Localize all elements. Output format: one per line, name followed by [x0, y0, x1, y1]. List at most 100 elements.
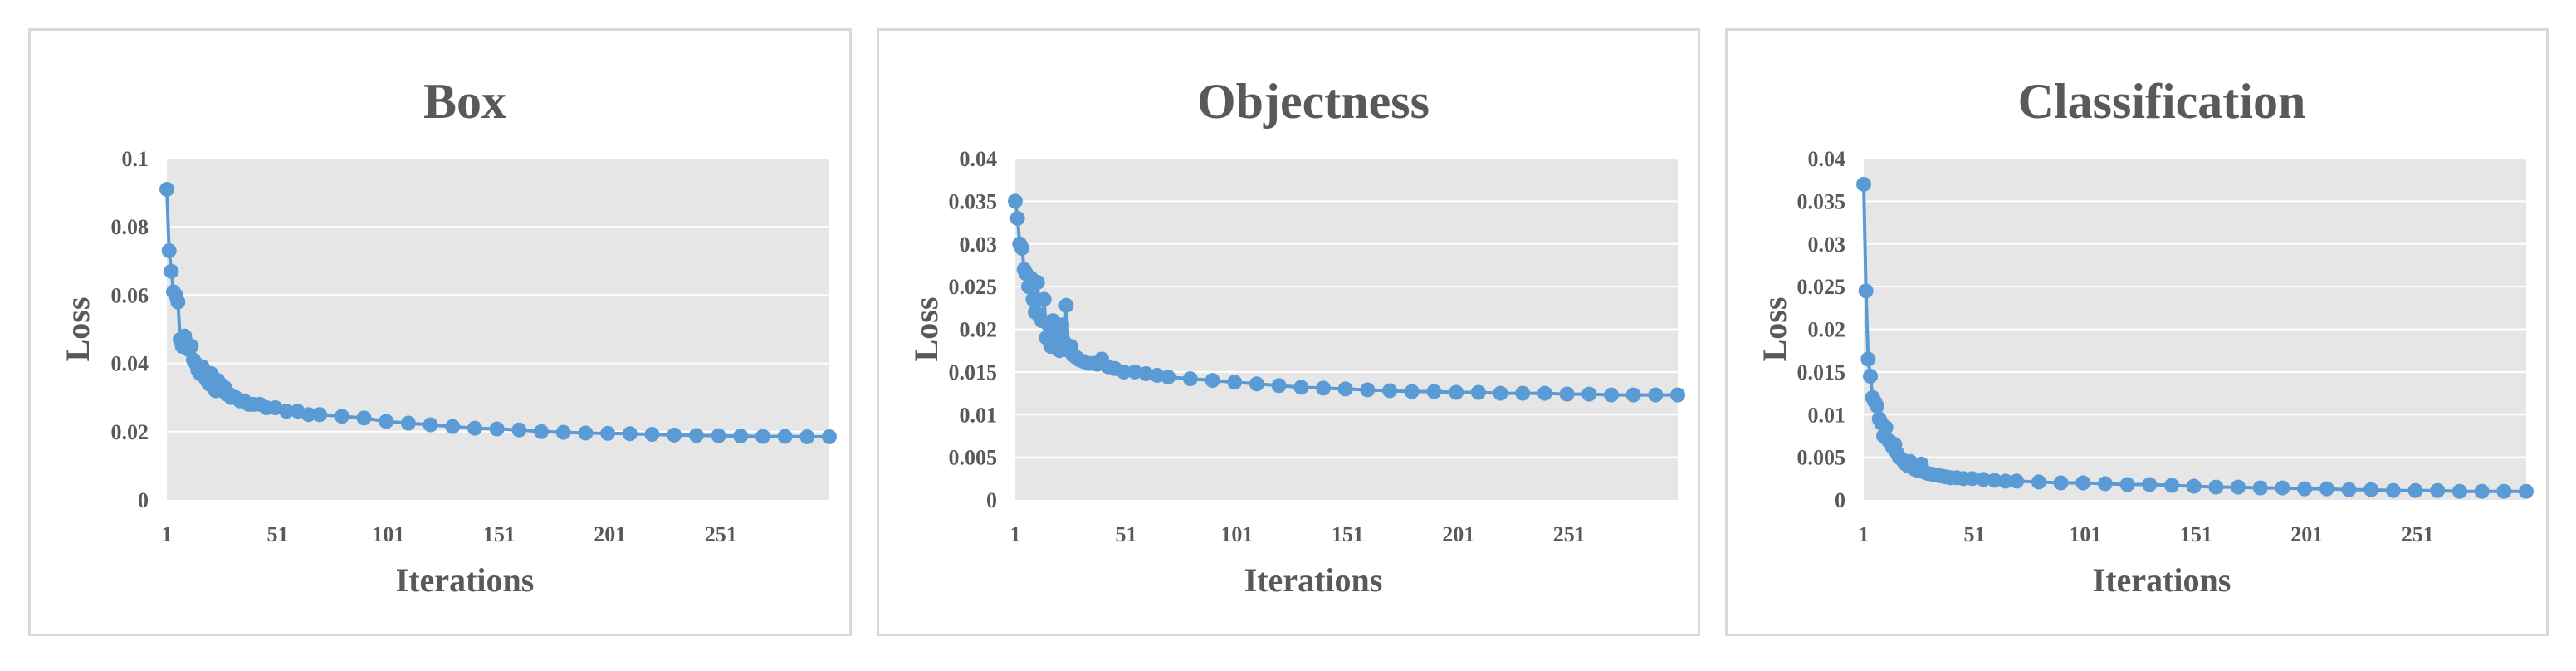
x-tick-label: 251: [705, 522, 737, 546]
x-tick-label: 1: [1859, 522, 1870, 546]
x-tick-label: 151: [1332, 522, 1364, 546]
data-point: [1515, 385, 1531, 401]
data-point: [1493, 385, 1508, 401]
x-tick-label: 101: [1220, 522, 1253, 546]
data-point: [1878, 419, 1894, 435]
x-tick-label: 201: [594, 522, 626, 546]
data-point: [578, 425, 594, 441]
y-tick-label: 0: [138, 488, 149, 512]
data-point: [279, 404, 295, 419]
data-point: [2430, 482, 2446, 498]
data-point: [1036, 291, 1052, 307]
data-point: [1648, 387, 1664, 403]
data-point: [2097, 476, 2113, 492]
data-point: [1559, 386, 1575, 402]
data-point: [2275, 480, 2290, 496]
x-axis-title: Iterations: [396, 561, 535, 599]
data-point: [777, 429, 793, 444]
data-point: [2474, 483, 2490, 499]
data-point: [1860, 351, 1876, 367]
x-axis-title: Iterations: [1244, 561, 1383, 599]
data-point: [1863, 369, 1879, 384]
data-point: [1976, 472, 1992, 487]
x-axis-title: Iterations: [2093, 561, 2231, 599]
data-point: [2031, 474, 2046, 490]
data-point: [688, 428, 704, 443]
data-point: [1856, 176, 1871, 192]
x-tick-label: 51: [1963, 522, 1985, 546]
chart-title: Box: [423, 74, 506, 129]
data-point: [2208, 479, 2224, 495]
x-tick-label: 51: [1115, 522, 1136, 546]
data-point: [423, 417, 438, 433]
data-point: [334, 409, 349, 424]
data-point: [1382, 383, 1398, 399]
data-point: [1870, 398, 1885, 414]
data-point: [1426, 384, 1442, 399]
data-point: [2009, 473, 2025, 489]
chart-panel-objectness: Objectness 0 0.005 0.01 0.015 0.02 0.025 0.03 0.…: [877, 28, 1700, 636]
data-point: [622, 426, 638, 442]
y-tick-label: 0.025: [1797, 275, 1846, 299]
data-point: [755, 429, 770, 444]
data-point: [164, 263, 179, 279]
y-tick-label: 0.005: [949, 446, 998, 470]
y-tick-label: 0.035: [949, 189, 998, 213]
y-tick-label: 0.01: [960, 403, 998, 427]
chart-title: Classification: [2018, 74, 2306, 129]
y-tick-label: 0: [986, 488, 997, 512]
data-point: [1315, 380, 1331, 396]
y-tick-label: 0.02: [111, 420, 149, 444]
data-point: [1161, 370, 1176, 385]
y-tick-label: 0.01: [1808, 403, 1846, 427]
y-axis-title: Loss: [907, 297, 945, 362]
data-point: [1625, 387, 1641, 403]
data-point: [312, 407, 328, 423]
x-tick-label: 251: [2402, 522, 2434, 546]
data-point: [2075, 475, 2091, 491]
data-point: [1964, 471, 1980, 487]
data-point: [356, 410, 372, 426]
chart-panel-classification: Classification 0 0.005 0.01 0.015 0.02 0.025 0.…: [1725, 28, 2549, 636]
data-point: [445, 419, 461, 434]
data-point: [1025, 291, 1041, 307]
data-point: [2451, 483, 2467, 499]
data-point: [1603, 387, 1619, 403]
y-tick-label: 0.015: [949, 360, 998, 384]
data-point: [667, 427, 682, 443]
x-tick-label: 251: [1553, 522, 1586, 546]
chart-svg-classification: Classification 0 0.005 0.01 0.015 0.02 0.025 0.…: [1756, 74, 2534, 599]
data-point: [644, 427, 660, 443]
data-point: [489, 421, 505, 437]
data-point: [1008, 193, 1023, 209]
plot-area: [167, 159, 829, 500]
data-point: [1227, 375, 1243, 390]
data-point: [1987, 473, 2002, 488]
data-point: [2252, 480, 2268, 496]
x-tick-label: 101: [2069, 522, 2101, 546]
y-tick-label: 0.08: [111, 215, 149, 239]
x-tick-label: 151: [483, 522, 516, 546]
data-point: [2142, 477, 2158, 492]
data-point: [1009, 210, 1025, 226]
y-tick-label: 0.03: [960, 233, 998, 257]
data-point: [1029, 274, 1045, 290]
y-tick-label: 0.04: [111, 352, 149, 376]
y-tick-label: 0.03: [1808, 233, 1846, 257]
data-point: [1058, 297, 1074, 313]
data-point: [1670, 387, 1685, 403]
data-point: [467, 420, 482, 436]
y-tick-label: 0.02: [1808, 318, 1846, 342]
data-point: [534, 424, 550, 439]
y-tick-label: 0.04: [1808, 147, 1846, 171]
y-tick-label: 0.035: [1797, 189, 1846, 213]
data-point: [2053, 475, 2069, 491]
data-point: [2363, 482, 2379, 497]
data-point: [1293, 380, 1309, 395]
data-point: [1858, 283, 1874, 299]
data-point: [1249, 376, 1264, 392]
data-point: [2407, 482, 2423, 498]
x-tick-label: 1: [162, 522, 173, 546]
x-tick-label: 1: [1010, 522, 1021, 546]
